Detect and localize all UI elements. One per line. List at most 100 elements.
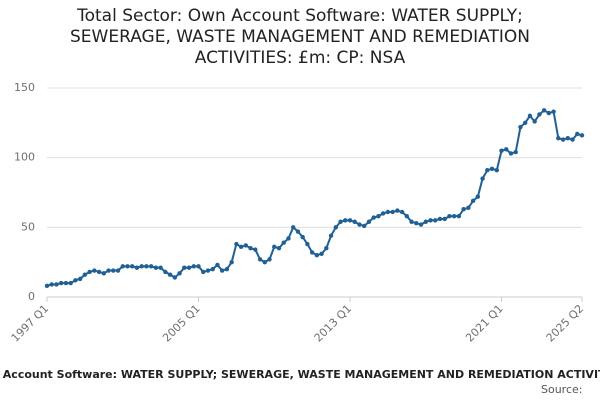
x-tick-label: 2005 Q1 [160, 302, 203, 345]
point [281, 240, 286, 245]
point [167, 272, 173, 277]
point [418, 222, 424, 227]
point [404, 213, 410, 219]
point [570, 137, 575, 142]
point [205, 268, 211, 273]
point [257, 257, 263, 262]
x-tick-label: 1997 Q1 [9, 302, 52, 345]
point [201, 269, 206, 275]
point [399, 209, 405, 215]
point [333, 225, 339, 230]
point [485, 168, 490, 173]
y-tick-label: 150 [14, 81, 35, 94]
point [186, 265, 192, 270]
point [461, 207, 466, 212]
point [560, 137, 566, 142]
point [565, 135, 570, 141]
y-tick-label: 100 [14, 151, 35, 164]
point [267, 257, 272, 262]
point [371, 215, 376, 220]
point [376, 213, 381, 219]
point [248, 246, 253, 251]
point [475, 194, 481, 199]
point [380, 211, 386, 216]
point [210, 266, 215, 272]
point [96, 269, 102, 275]
point [120, 264, 125, 269]
point [309, 250, 315, 255]
point [172, 275, 178, 280]
point [300, 234, 305, 240]
point [513, 149, 518, 155]
point [328, 233, 334, 238]
y-tick-label: 50 [21, 220, 35, 233]
point [139, 264, 144, 269]
point [243, 243, 249, 248]
point [286, 236, 291, 241]
point [395, 208, 400, 213]
point [343, 218, 348, 223]
point [504, 147, 509, 152]
point [489, 166, 495, 172]
point [409, 219, 414, 224]
point [115, 268, 121, 273]
point [144, 264, 149, 269]
point [451, 213, 457, 219]
point [456, 213, 462, 219]
x-tick-label: 2021 Q1 [463, 302, 506, 345]
point [575, 131, 580, 137]
point [215, 262, 220, 268]
point [77, 276, 83, 282]
point [357, 222, 362, 227]
point [433, 218, 438, 223]
point [508, 151, 514, 156]
point [290, 225, 296, 230]
point [73, 278, 78, 283]
point [68, 280, 73, 286]
legend-label: Total Sector: Own Account Software: WATE… [0, 368, 600, 381]
point [229, 259, 234, 265]
point [130, 264, 135, 269]
point [579, 133, 585, 138]
source: Source: [541, 383, 583, 396]
point [522, 120, 528, 126]
point [494, 168, 499, 173]
point [428, 218, 433, 223]
point [276, 246, 282, 251]
point [556, 135, 561, 141]
point [111, 268, 116, 273]
point [272, 244, 277, 250]
point [437, 216, 443, 222]
point [541, 108, 547, 113]
point [238, 244, 244, 250]
point [324, 246, 329, 251]
point [182, 265, 187, 270]
point [219, 268, 225, 273]
point [480, 176, 485, 181]
point [125, 264, 130, 269]
point [414, 220, 419, 226]
point [546, 110, 552, 116]
point [352, 219, 357, 224]
point [253, 247, 258, 252]
point [191, 264, 196, 269]
point [470, 198, 476, 204]
point [338, 219, 343, 224]
point [153, 265, 159, 270]
point [532, 119, 537, 124]
point [499, 148, 504, 153]
x-tick-label: 2013 Q1 [312, 302, 355, 345]
point [106, 268, 111, 273]
point [423, 219, 428, 224]
point [54, 282, 59, 287]
point [305, 241, 310, 247]
point [527, 113, 533, 119]
point [92, 268, 97, 273]
point [234, 241, 239, 247]
point [447, 213, 452, 219]
point [44, 283, 50, 289]
y-tick-label: 0 [28, 290, 35, 303]
point [177, 271, 182, 276]
